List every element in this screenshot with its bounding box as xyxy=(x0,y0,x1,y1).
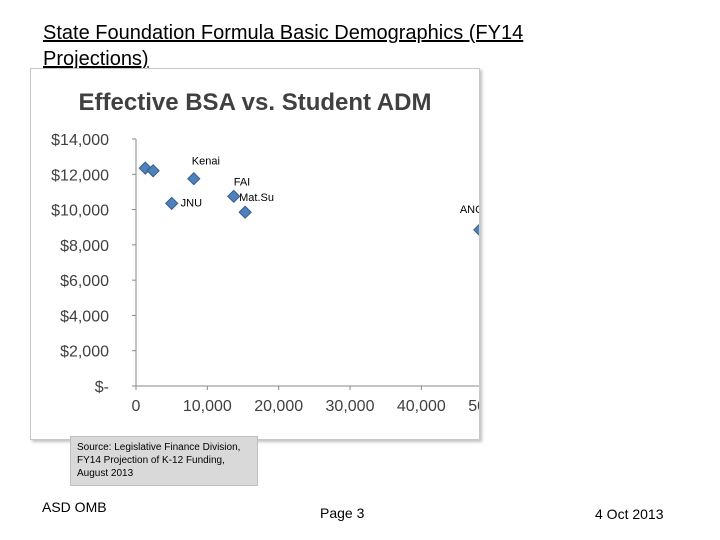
source-note: Source: Legislative Finance Division, FY… xyxy=(70,436,258,486)
data-point-label: JNU xyxy=(181,197,202,209)
footer-page-number: Page 3 xyxy=(320,505,365,521)
data-point-marker xyxy=(164,196,179,211)
x-tick-label: 10,000 xyxy=(183,398,232,415)
slide-title: State Foundation Formula Basic Demograph… xyxy=(43,22,524,70)
chart-frame: Effective BSA vs. Student ADM $- $2,000 $4… xyxy=(30,68,480,440)
footer-org: ASD OMB xyxy=(42,499,107,515)
y-tick-label: $2,000 xyxy=(60,344,109,361)
y-tick-label: $10,000 xyxy=(51,203,109,220)
y-tick-label: $8,000 xyxy=(60,238,109,255)
data-point-marker xyxy=(238,205,252,219)
x-tick-label: 20,000 xyxy=(254,398,303,415)
y-tick-label: $6,000 xyxy=(60,273,109,290)
x-tick-label: 50,000 xyxy=(468,398,479,415)
data-point-marker xyxy=(227,189,241,204)
x-tick-label: 30,000 xyxy=(326,398,375,415)
y-tick-label: $14,000 xyxy=(51,132,109,149)
x-tick-label: 0 xyxy=(132,398,141,415)
data-point-marker xyxy=(473,223,479,236)
y-tick-label: $4,000 xyxy=(60,308,109,325)
y-tick-label: $12,000 xyxy=(51,167,109,184)
data-point-label: ANC xyxy=(460,204,479,216)
data-point-label: FAI xyxy=(234,176,251,188)
y-tick-label: $- xyxy=(95,379,109,396)
data-point-marker xyxy=(146,164,160,178)
chart-title: Effective BSA vs. Student ADM xyxy=(79,89,432,116)
footer-date: 4 Oct 2013 xyxy=(595,506,664,522)
data-point-marker xyxy=(187,171,201,186)
x-tick-label: 40,000 xyxy=(397,398,446,415)
data-point-label: Kenai xyxy=(192,156,220,168)
scatter-chart: Effective BSA vs. Student ADM $- $2,000 $4… xyxy=(51,89,479,415)
data-point-label: Mat.Su xyxy=(239,192,274,204)
